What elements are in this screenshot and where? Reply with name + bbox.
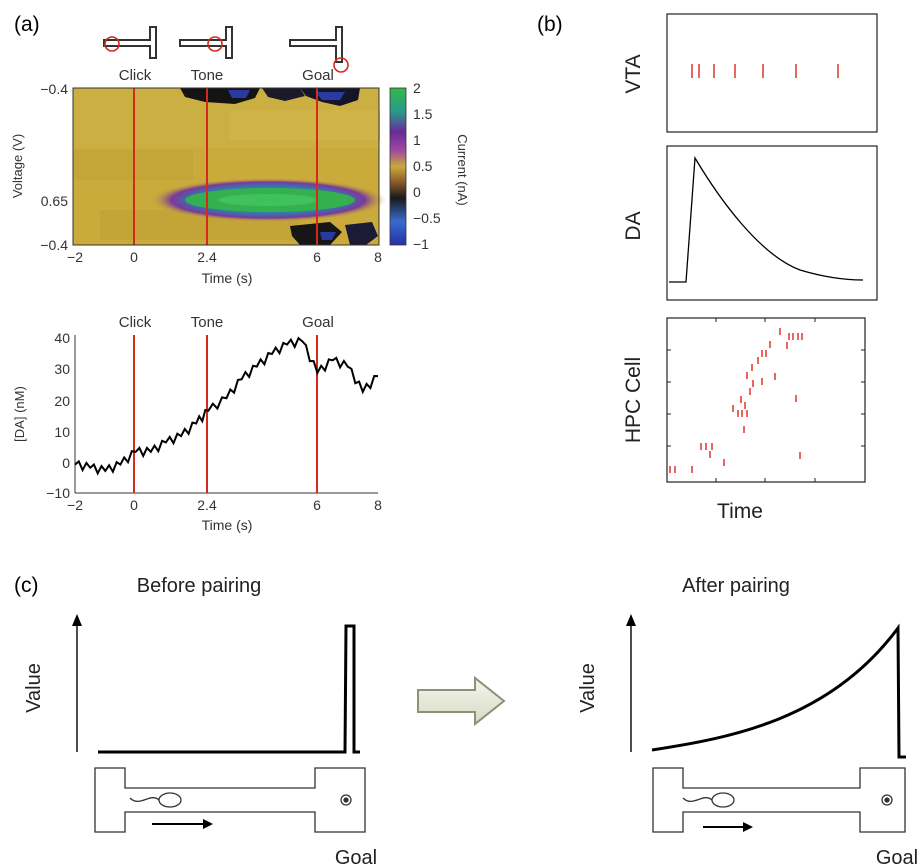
after-linear-track: [652, 767, 906, 833]
da-trace-line: [74, 336, 379, 476]
da-curve: [669, 155, 864, 283]
trace-xlabel: Time (s): [202, 517, 253, 533]
colorbar-tick: 1.5: [413, 106, 433, 122]
panel-c-label: (c): [14, 574, 39, 597]
t-maze-icon-click: [103, 26, 157, 59]
panel-b-xlabel: Time: [717, 500, 763, 523]
t-maze-icon-goal: [289, 26, 349, 73]
colorbar-tick: 0: [413, 184, 421, 200]
colorbar-ticks: 2 1.5 1 0.5 0 −0.5 −1: [413, 80, 441, 252]
trace-ytick: 20: [54, 393, 70, 409]
trace-ylabel: [DA] (nM): [12, 386, 27, 442]
vta-spikes: [691, 64, 839, 78]
after-pairing-title: After pairing: [682, 575, 790, 597]
heatmap-xticks: −2 0 2.4 6 8: [67, 249, 382, 265]
trace-xtick: 2.4: [197, 497, 217, 513]
heatmap-xtick: 8: [374, 249, 382, 265]
heatmap-xlabel: Time (s): [202, 270, 253, 286]
colorbar-tick: 2: [413, 80, 421, 96]
hpc-box: [666, 317, 866, 483]
t-maze-icon-tone: [179, 26, 233, 59]
after-direction-arrow-icon: [703, 822, 753, 832]
heatmap-xtick: 0: [130, 249, 138, 265]
heatmap-plot: [72, 87, 386, 246]
colorbar-tick: 0.5: [413, 158, 433, 174]
colorbar-tick: −0.5: [413, 210, 441, 226]
hpc-label: HPC Cell: [622, 357, 645, 443]
heatmap-ytick-bottom: −0.4: [40, 237, 68, 253]
after-value-curve: [651, 623, 906, 759]
heatmap-ytick-mid: 0.65: [41, 193, 68, 209]
heatmap-xtick: −2: [67, 249, 83, 265]
trace-ytick: 30: [54, 361, 70, 377]
colorbar: [389, 87, 407, 246]
after-ylabel: Value: [577, 663, 599, 713]
panel-a-label: (a): [14, 13, 40, 36]
heatmap-event-click: Click: [119, 67, 152, 84]
hpc-box-ticks: [667, 318, 865, 482]
colorbar-label: Current (nA): [455, 134, 470, 206]
heatmap-ytick-top: −0.4: [40, 81, 68, 97]
after-goal-label: Goal: [876, 847, 918, 868]
trace-event-click: Click: [119, 314, 152, 331]
trace-xtick: 6: [313, 497, 321, 513]
before-axis: [72, 614, 82, 752]
trace-ytick: −10: [46, 485, 70, 501]
heatmap-ylabel: Voltage (V): [10, 134, 25, 198]
da-box: [666, 145, 878, 301]
heatmap-event-tone: Tone: [191, 67, 224, 84]
da-label: DA: [622, 211, 645, 240]
colorbar-tick: −1: [413, 236, 429, 252]
trace-xticks: −2 0 2.4 6 8: [67, 497, 382, 513]
heatmap-event-goal: Goal: [302, 67, 334, 84]
trace-ytick: 0: [62, 455, 70, 471]
before-goal-label: Goal: [335, 847, 377, 868]
heatmap-xtick: 6: [313, 249, 321, 265]
before-direction-arrow-icon: [152, 819, 213, 829]
vta-box: [666, 13, 878, 133]
trace-event-goal: Goal: [302, 314, 334, 331]
trace-xtick: 0: [130, 497, 138, 513]
before-pairing-title: Before pairing: [137, 575, 262, 597]
heatmap-xtick: 2.4: [197, 249, 217, 265]
trace-xtick: 8: [374, 497, 382, 513]
da-trace-plot: [74, 335, 379, 494]
hpc-spikes: [669, 328, 803, 473]
before-ylabel: Value: [23, 663, 45, 713]
trace-ytick: 10: [54, 424, 70, 440]
panel-b-label: (b): [537, 13, 563, 36]
vta-label: VTA: [622, 54, 645, 93]
before-linear-track: [94, 767, 366, 833]
trace-yticks: 40 30 20 10 0 −10: [46, 330, 70, 501]
trace-ytick: 40: [54, 330, 70, 346]
after-axis: [626, 614, 636, 752]
transition-arrow-icon: [417, 675, 506, 727]
trace-xtick: −2: [67, 497, 83, 513]
before-value-curve: [98, 624, 360, 754]
trace-event-tone: Tone: [191, 314, 224, 331]
colorbar-tick: 1: [413, 132, 421, 148]
